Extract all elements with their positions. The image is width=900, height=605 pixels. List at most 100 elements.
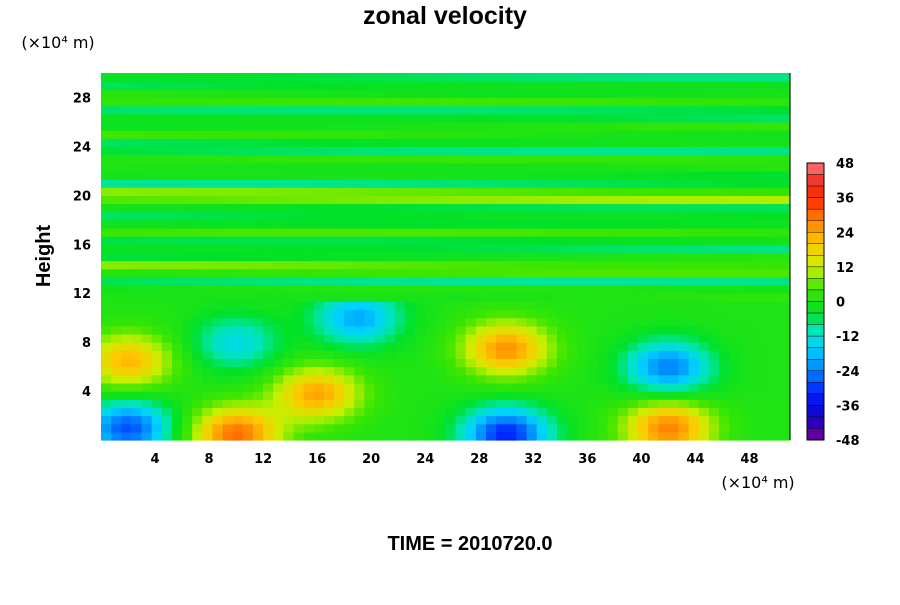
contour-cell [749, 81, 761, 90]
contour-cell [729, 97, 740, 107]
contour-cell [546, 113, 558, 123]
contour-cell [506, 244, 518, 254]
contour-cell [425, 97, 436, 107]
contour-cell [678, 407, 690, 417]
contour-cell [303, 260, 315, 270]
contour-cell [648, 236, 659, 245]
contour-cell [252, 179, 264, 188]
contour-cell [688, 309, 700, 319]
contour-cell [111, 382, 122, 392]
contour-cell [131, 211, 143, 221]
contour-cell [313, 227, 325, 237]
contour-cell [252, 407, 264, 417]
contour-cell [546, 423, 558, 433]
contour-cell [759, 113, 771, 123]
contour-cell [516, 113, 528, 123]
contour-cell [587, 81, 599, 90]
contour-cell [496, 317, 507, 327]
contour-cell [323, 81, 335, 90]
contour-cell [404, 407, 416, 417]
contour-cell [374, 285, 386, 294]
contour-cell [546, 276, 558, 286]
contour-cell [171, 301, 183, 311]
contour-cell [101, 399, 112, 408]
contour-cell [323, 211, 335, 221]
contour-cell [394, 81, 406, 90]
contour-cell [313, 391, 325, 400]
contour-cell [121, 179, 132, 188]
contour-cell [668, 73, 680, 82]
contour-cell [435, 382, 447, 392]
contour-cell [121, 260, 132, 270]
contour-cell [232, 236, 244, 245]
contour-cell [526, 276, 538, 286]
chart-title: zonal velocity [363, 2, 527, 30]
contour-cell [769, 89, 781, 99]
contour-cell [769, 138, 781, 147]
contour-cell [516, 309, 528, 319]
contour-cell [526, 113, 538, 123]
contour-cell [668, 431, 680, 441]
contour-cell [252, 276, 264, 286]
contour-cell [526, 236, 538, 245]
contour-cell [192, 333, 203, 343]
contour-cell [121, 81, 132, 90]
contour-cell [638, 138, 649, 147]
contour-cell [354, 293, 366, 302]
contour-cell [354, 227, 366, 237]
contour-cell [516, 195, 528, 205]
contour-cell [344, 431, 355, 441]
contour-cell [688, 301, 700, 311]
contour-cell [192, 105, 203, 115]
contour-cell [759, 187, 771, 196]
contour-cell [141, 260, 153, 270]
contour-cell [101, 130, 112, 139]
contour-cell [252, 227, 264, 237]
contour-cell [394, 431, 406, 441]
contour-cell [607, 73, 619, 82]
contour-cell [394, 423, 406, 433]
contour-cell [445, 211, 457, 221]
contour-cell [222, 138, 234, 147]
contour-cell [192, 342, 203, 351]
contour-cell [415, 358, 426, 368]
contour-cell [739, 81, 751, 90]
contour-cell [344, 276, 355, 286]
contour-cell [708, 89, 720, 99]
contour-cell [222, 244, 234, 254]
contour-cell [698, 374, 710, 384]
contour-cell [384, 382, 396, 392]
contour-cell [313, 366, 325, 376]
contour-cell [171, 260, 183, 270]
contour-cell [465, 105, 477, 115]
contour-cell [344, 374, 355, 384]
contour-cell [364, 130, 376, 139]
contour-cell [648, 366, 659, 376]
x-tick-label: 24 [416, 452, 434, 467]
contour-cell [232, 81, 244, 90]
y-tick-label: 4 [82, 385, 91, 400]
contour-cell [587, 325, 599, 335]
contour-cell [486, 203, 497, 213]
contour-cell [587, 105, 599, 115]
contour-cell [212, 154, 224, 164]
contour-cell [263, 73, 274, 82]
contour-cell [283, 301, 295, 311]
contour-cell [161, 325, 173, 335]
contour-cell [465, 407, 477, 417]
contour-cell [627, 276, 639, 286]
contour-cell [729, 285, 740, 294]
contour-cell [323, 366, 335, 376]
contour-cell [161, 391, 173, 400]
contour-cell [658, 431, 670, 441]
contour-cell [273, 130, 284, 139]
contour-cell [536, 423, 548, 433]
contour-cell [263, 333, 274, 343]
contour-cell [141, 97, 153, 107]
contour-cell [556, 325, 568, 335]
contour-cell [475, 81, 487, 90]
contour-cell [364, 293, 376, 302]
contour-cell [151, 89, 163, 99]
contour-cell [455, 301, 467, 311]
